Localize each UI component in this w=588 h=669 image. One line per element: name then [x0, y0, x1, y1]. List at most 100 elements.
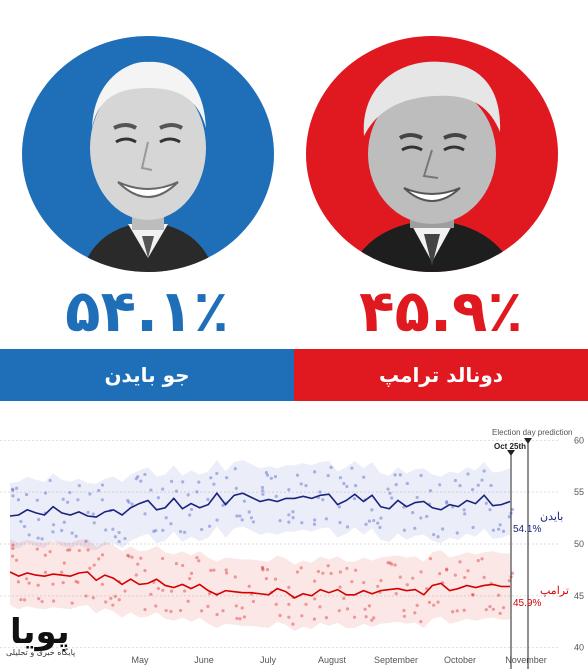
poll-dot: [189, 507, 194, 512]
poll-dot: [507, 579, 511, 583]
poll-dot: [463, 512, 467, 516]
poll-dot: [342, 481, 346, 486]
poll-dot: [415, 495, 419, 500]
poll-dot: [510, 571, 515, 575]
poll-dot: [295, 473, 300, 477]
poll-dot: [37, 517, 41, 522]
poll-dot: [154, 604, 158, 608]
poll-dot: [445, 500, 449, 504]
poll-dot: [364, 615, 368, 619]
poll-dot: [388, 491, 392, 495]
poll-dot: [68, 490, 72, 495]
poll-dot: [164, 516, 168, 520]
poll-dot: [354, 483, 358, 488]
poll-dot: [265, 473, 270, 477]
poll-dot: [313, 470, 317, 474]
poll-dot: [287, 615, 291, 619]
poll-dot: [88, 492, 92, 496]
poll-dot: [261, 568, 265, 572]
poll-dot: [123, 589, 127, 593]
poll-dot: [501, 529, 506, 533]
poll-dot: [313, 518, 317, 522]
trump-percentage: ۴۵.۹٪: [359, 277, 523, 345]
poll-dot: [372, 616, 376, 620]
poll-dot: [432, 533, 436, 537]
poll-dot: [233, 467, 237, 471]
poll-dot: [345, 525, 350, 529]
poll-dot: [127, 554, 131, 558]
uncertainty-bands: [10, 460, 510, 632]
poll-dot: [212, 568, 216, 572]
poll-dot: [379, 516, 383, 520]
poll-dot: [247, 584, 251, 588]
poll-dot: [462, 508, 466, 512]
poll-dot: [453, 573, 457, 577]
poll-dot: [207, 592, 212, 596]
poll-dot: [313, 579, 317, 583]
poll-dot: [273, 475, 278, 479]
poll-dot: [234, 604, 238, 608]
poll-dot: [221, 609, 225, 613]
uncertainty-band: [10, 538, 510, 632]
poll-dot: [195, 556, 199, 560]
poll-dot: [91, 596, 95, 600]
poll-dot: [345, 607, 350, 611]
logo-word: پویا: [10, 612, 70, 652]
poll-dot: [470, 487, 475, 492]
poll-dot: [367, 519, 372, 523]
poll-dot: [84, 594, 88, 598]
y-tick-labels: 40 45 50 55 60: [574, 435, 584, 652]
poll-dot: [104, 600, 108, 604]
poll-dot: [338, 476, 343, 480]
poll-dot: [269, 476, 273, 480]
poll-dot: [62, 561, 66, 565]
poll-dot: [10, 487, 15, 491]
poll-dot: [337, 505, 341, 509]
poll-dot: [498, 523, 502, 527]
poll-dot: [61, 581, 65, 585]
poll-dot: [363, 607, 367, 611]
poll-dot: [242, 499, 246, 503]
poll-dot: [453, 478, 457, 483]
poll-dot: [36, 583, 40, 587]
poll-dot: [413, 526, 417, 530]
poll-dot: [92, 521, 96, 525]
poll-dot: [51, 523, 56, 527]
poll-dot: [139, 479, 143, 483]
poll-dot: [261, 566, 265, 570]
poll-dot: [480, 478, 484, 482]
poll-dot: [489, 483, 493, 488]
poll-dot: [274, 602, 278, 606]
poll-dot: [242, 615, 246, 619]
marker-arrow: [507, 450, 515, 456]
poll-dot: [445, 568, 449, 572]
poll-dot: [432, 603, 436, 607]
poll-dot: [215, 518, 219, 522]
x-tick-labels: May June July August September October Novembe…: [131, 655, 546, 665]
poll-dot: [24, 577, 29, 581]
poll-dot: [61, 497, 65, 501]
poll-dot: [111, 603, 115, 607]
poll-dot: [455, 609, 459, 613]
poll-dot: [174, 489, 179, 493]
poll-dot: [491, 528, 495, 532]
poll-dot: [312, 617, 317, 621]
poll-dot: [350, 466, 354, 470]
poll-dot: [326, 473, 330, 478]
poll-dot: [367, 604, 372, 608]
poll-dot: [126, 553, 130, 557]
poll-dot: [413, 611, 417, 615]
poll-dot: [233, 575, 237, 579]
poll-dot: [134, 573, 138, 577]
poll-dot: [27, 533, 31, 537]
poll-dot: [394, 483, 398, 487]
poll-dot: [484, 501, 488, 505]
poll-dot: [86, 510, 90, 514]
poll-dot: [260, 565, 265, 569]
poll-dot: [462, 608, 466, 612]
poll-dot: [100, 582, 104, 586]
poll-dot: [372, 518, 376, 523]
poll-dot: [419, 570, 423, 574]
x-tick-label: June: [194, 655, 214, 665]
poll-dot: [405, 481, 409, 486]
